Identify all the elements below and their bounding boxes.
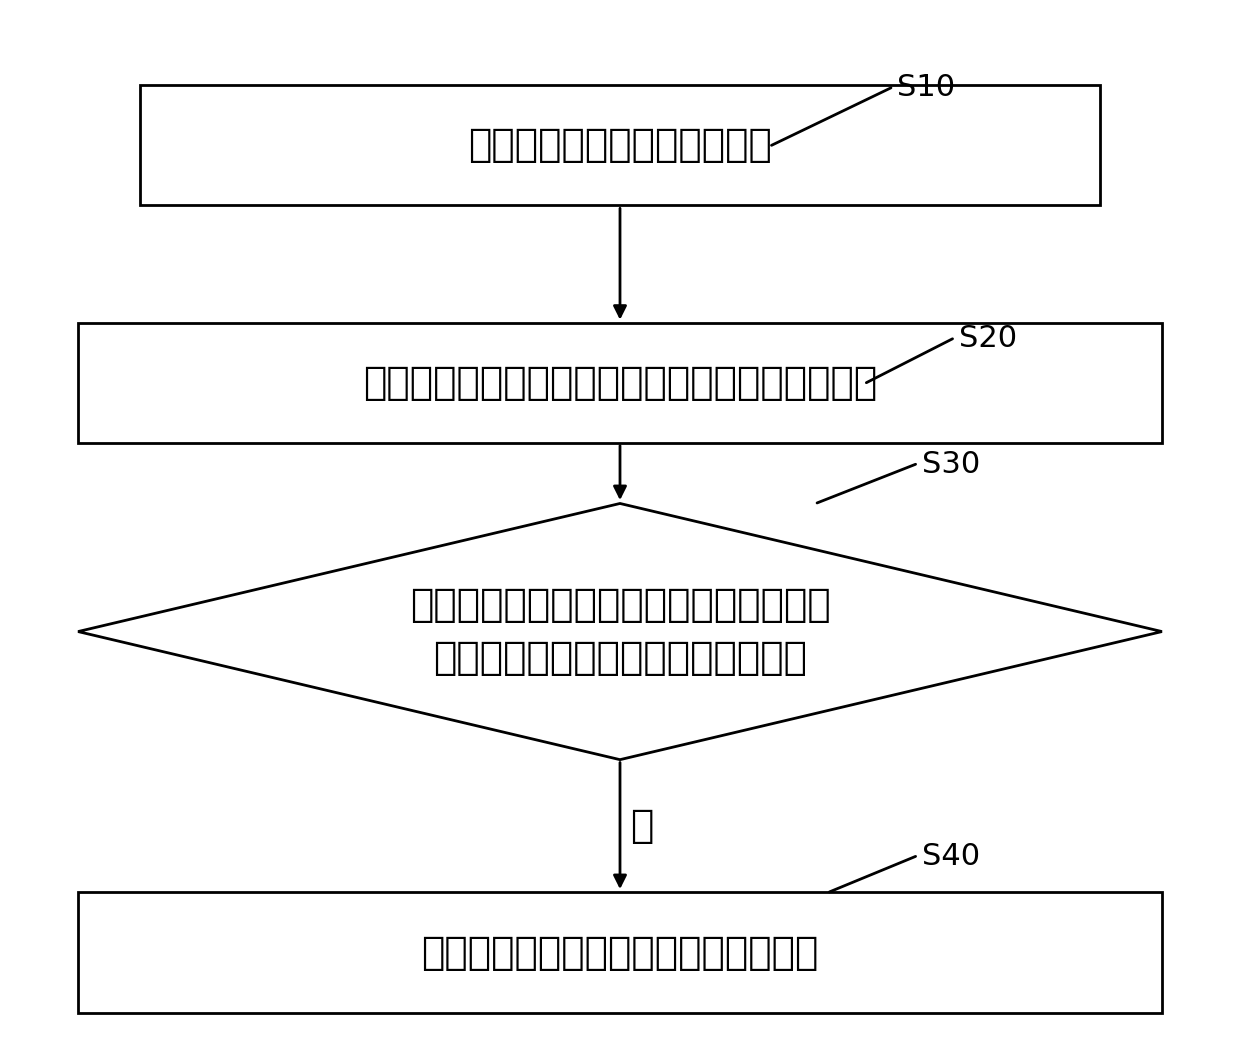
Text: 则记录包含所述人脸和所述手掌的图像: 则记录包含所述人脸和所述手掌的图像 (422, 934, 818, 972)
Text: S40: S40 (921, 842, 980, 871)
Polygon shape (78, 504, 1162, 760)
Text: 获取包含目标人物的目标图像: 获取包含目标人物的目标图像 (467, 126, 773, 164)
Bar (140, 85, 1100, 206)
Text: S30: S30 (921, 450, 980, 479)
Text: 根据所述目标图像识别出人脸的位置和手掌的位置: 根据所述目标图像识别出人脸的位置和手掌的位置 (363, 364, 877, 402)
Bar (78, 323, 1162, 443)
Text: 是: 是 (630, 807, 653, 845)
Text: S20: S20 (959, 325, 1017, 353)
Text: 根据所述人脸的位置和所述手掌的位置，
判断所述目标人物是否存在吸烟行为: 根据所述人脸的位置和所述手掌的位置， 判断所述目标人物是否存在吸烟行为 (409, 586, 831, 677)
Text: S10: S10 (897, 74, 955, 102)
Bar (78, 893, 1162, 1013)
